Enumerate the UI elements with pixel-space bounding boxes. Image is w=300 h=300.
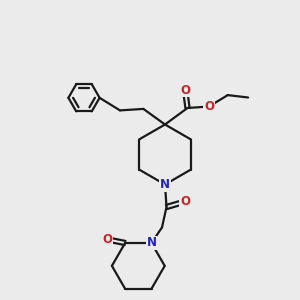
Text: O: O — [180, 83, 190, 97]
Text: O: O — [102, 233, 112, 246]
Text: N: N — [160, 178, 170, 191]
Text: O: O — [204, 100, 214, 113]
Text: O: O — [180, 195, 190, 208]
Text: N: N — [146, 236, 157, 250]
